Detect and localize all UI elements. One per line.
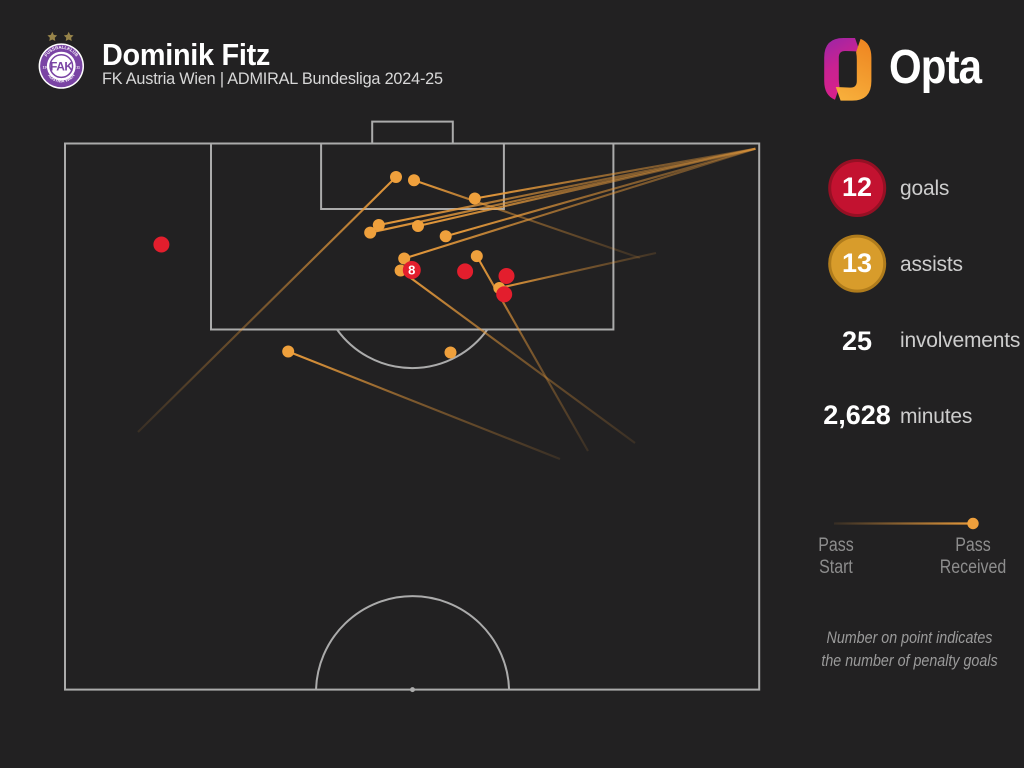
svg-text:FAK: FAK xyxy=(50,59,73,73)
svg-text:8: 8 xyxy=(408,263,415,278)
svg-text:19: 19 xyxy=(43,65,47,69)
svg-text:11: 11 xyxy=(76,65,80,69)
